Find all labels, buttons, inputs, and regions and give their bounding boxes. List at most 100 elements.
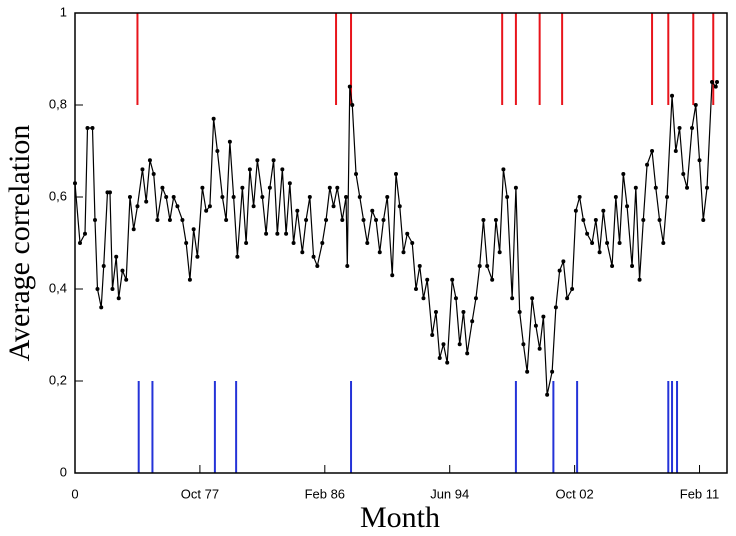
data-point: [374, 218, 379, 222]
data-point: [344, 195, 349, 199]
data-point: [204, 208, 209, 213]
data-point: [661, 241, 666, 245]
data-point: [284, 231, 289, 236]
data-point: [195, 254, 200, 259]
data-point: [550, 369, 555, 374]
data-point: [501, 167, 506, 172]
data-point: [280, 167, 285, 172]
data-point: [315, 264, 320, 268]
data-point: [685, 185, 690, 190]
data-point: [220, 195, 225, 199]
data-point: [573, 208, 578, 213]
data-point: [481, 218, 486, 222]
x-tick-label: Feb 11: [680, 486, 720, 501]
data-line: [74, 80, 718, 395]
data-point: [430, 333, 435, 337]
data-point: [577, 195, 582, 199]
data-point: [147, 158, 152, 163]
data-point: [311, 254, 316, 259]
data-point: [713, 84, 718, 89]
data-point: [295, 208, 300, 213]
y-axis-title: Average correlation: [3, 125, 36, 362]
data-point: [641, 218, 646, 222]
data-point: [140, 167, 145, 172]
data-point: [187, 277, 192, 282]
data-point: [101, 264, 106, 268]
data-point: [665, 195, 670, 199]
data-point: [361, 218, 366, 222]
data-point: [167, 218, 172, 222]
data-point: [457, 342, 462, 347]
data-point: [385, 195, 390, 199]
data-point: [164, 195, 169, 199]
data-point: [350, 103, 355, 107]
data-point: [570, 287, 575, 291]
y-tick-label: 0,4: [49, 280, 67, 295]
data-point: [545, 392, 550, 397]
data-point: [235, 254, 240, 259]
data-point: [320, 241, 325, 245]
data-point: [553, 305, 558, 310]
data-point: [581, 218, 586, 222]
data-point: [397, 204, 402, 209]
data-point: [405, 231, 410, 236]
data-point: [597, 250, 602, 255]
data-point: [291, 241, 296, 245]
data-point: [247, 167, 252, 172]
data-point: [82, 231, 87, 236]
data-point: [421, 296, 426, 301]
data-point: [585, 231, 590, 236]
data-point: [525, 369, 530, 374]
data-point: [345, 264, 350, 268]
data-point: [275, 231, 280, 236]
y-tick-label: 0,8: [49, 96, 67, 111]
data-point: [127, 195, 132, 199]
data-point: [116, 296, 121, 301]
data-point: [381, 218, 386, 222]
data-point: [461, 310, 466, 314]
data-point: [340, 218, 345, 222]
data-point: [114, 254, 119, 259]
data-point: [677, 126, 682, 130]
data-point: [453, 296, 458, 301]
data-point: [593, 218, 598, 222]
data-point: [107, 190, 112, 195]
y-tick-label: 0: [60, 464, 67, 479]
data-point: [215, 149, 220, 153]
data-point: [131, 227, 136, 232]
data-point: [701, 218, 706, 222]
data-point: [90, 126, 95, 130]
data-point: [610, 264, 615, 268]
data-point: [377, 250, 382, 255]
data-point: [565, 296, 570, 301]
data-point: [617, 241, 622, 245]
data-point: [135, 204, 140, 209]
data-point: [613, 195, 618, 199]
data-point: [493, 218, 498, 222]
data-point: [621, 172, 626, 176]
data-point: [485, 264, 490, 268]
data-point: [637, 277, 642, 282]
data-point: [690, 126, 695, 130]
data-point: [681, 172, 686, 176]
x-axis-title: Month: [360, 501, 440, 534]
data-point: [633, 185, 638, 190]
data-point: [510, 296, 515, 301]
data-point: [445, 360, 450, 365]
data-point: [450, 277, 455, 282]
data-point: [180, 218, 185, 222]
data-point: [144, 199, 149, 204]
data-point: [390, 273, 395, 278]
data-point: [590, 241, 595, 245]
x-tick-label: Jun 94: [430, 486, 469, 501]
data-point: [365, 241, 370, 245]
data-point: [271, 158, 276, 163]
data-point: [240, 185, 245, 190]
data-point: [505, 195, 510, 199]
data-point: [394, 172, 399, 176]
data-point: [324, 218, 329, 222]
data-point: [207, 204, 212, 209]
data-point: [477, 264, 482, 268]
data-point: [200, 185, 205, 190]
data-point: [670, 93, 675, 98]
